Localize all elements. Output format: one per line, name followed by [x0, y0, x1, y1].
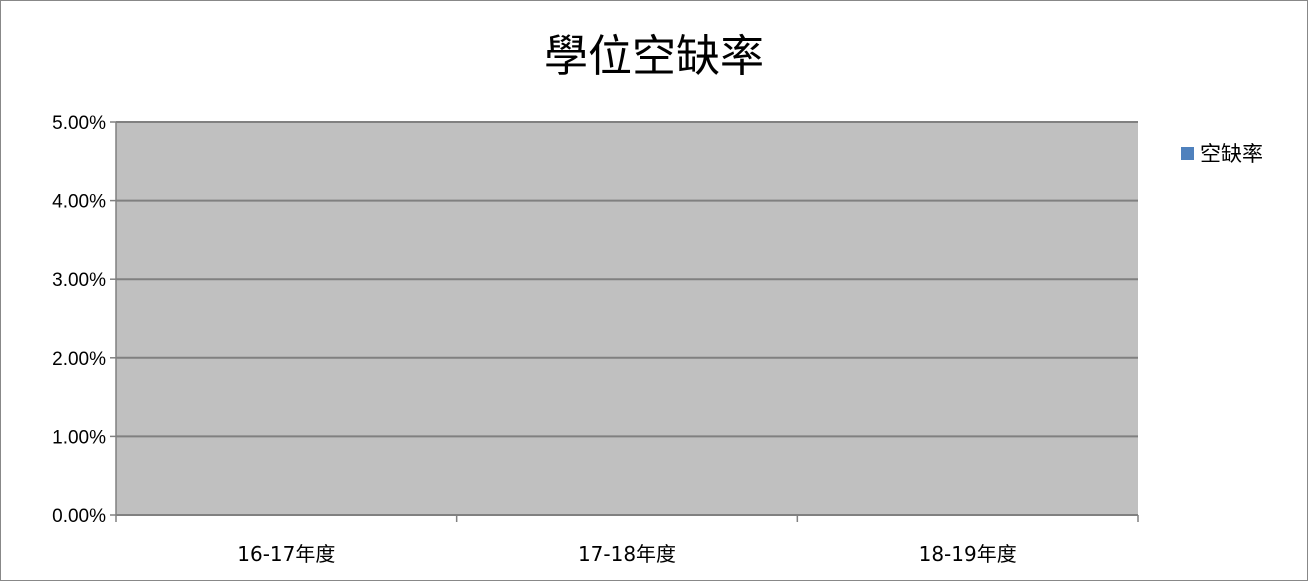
chart-title: 學位空缺率	[544, 31, 764, 82]
x-tick-label: 16-17年度	[237, 542, 335, 566]
gridlines	[116, 121, 1138, 516]
y-tick-label: 3.00%	[52, 270, 106, 291]
x-axis: 16-17年度 17-18年度 18-19年度	[115, 514, 1139, 566]
y-tick-label: 0.00%	[52, 506, 106, 527]
x-tick-label: 17-18年度	[578, 542, 676, 566]
y-tick-label: 5.00%	[52, 113, 106, 134]
x-tick-label: 18-19年度	[919, 542, 1017, 566]
y-axis: 0.00% 1.00% 2.00% 3.00% 4.00% 5.00%	[52, 113, 117, 527]
y-tick-label: 2.00%	[52, 349, 106, 370]
legend: 空缺率	[1181, 138, 1263, 168]
plot-area	[116, 122, 1138, 515]
legend-label: 空缺率	[1200, 142, 1263, 166]
y-tick-label: 1.00%	[52, 427, 106, 448]
legend-swatch	[1181, 146, 1194, 160]
y-tick-label: 4.00%	[52, 192, 106, 213]
